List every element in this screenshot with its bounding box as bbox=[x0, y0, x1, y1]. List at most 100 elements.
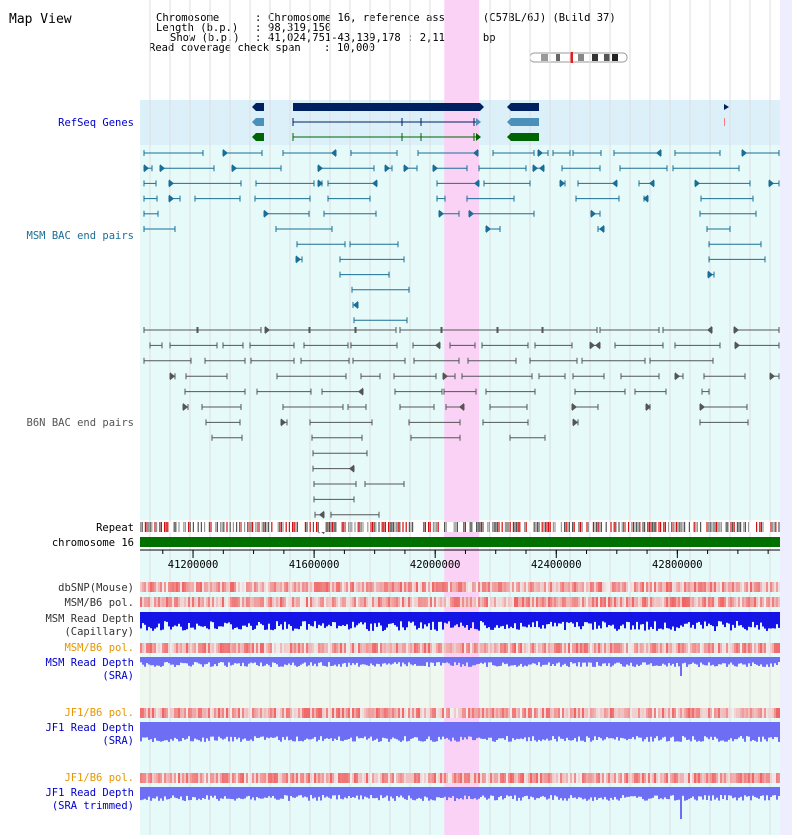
msm-b6-pol-2-heat-cell bbox=[678, 643, 680, 653]
msm-b6-pol-heat-cell bbox=[452, 597, 454, 607]
msm-depth-sra-bar bbox=[236, 657, 238, 664]
jf1-depth-trim-bar bbox=[746, 787, 748, 797]
jf1-b6-pol-2-heat-cell bbox=[566, 773, 568, 783]
jf1-b6-pol-heat-cell bbox=[248, 708, 250, 718]
repeat-track[interactable] bbox=[140, 522, 780, 532]
msm-b6-pol-heat-cell bbox=[436, 597, 438, 607]
msm-b6-pol-heat-cell bbox=[154, 597, 156, 607]
bac-end-arrow bbox=[318, 179, 323, 188]
msm-bac-track[interactable] bbox=[143, 149, 780, 324]
jf1-depth-trim-bar bbox=[508, 787, 510, 797]
msm-depth-sra-bar bbox=[704, 657, 706, 666]
jf1-b6-pol-2-heat-cell bbox=[414, 773, 416, 783]
b6n-bac-label[interactable]: B6N BAC end pairs bbox=[27, 417, 134, 429]
jf1-b6-pol-heat-cell bbox=[588, 708, 590, 718]
repeat-element bbox=[516, 522, 518, 532]
dbsnp-heat-cell bbox=[712, 582, 714, 592]
jf1-b6-pol-label: JF1/B6 pol. bbox=[64, 707, 134, 719]
msm-depth-cap-bar bbox=[452, 612, 454, 628]
msm-b6-pol-heat-cell bbox=[174, 597, 176, 607]
jf1-b6-pol-heat-cell bbox=[654, 708, 656, 718]
repeat-element bbox=[464, 522, 466, 532]
msm-b6-pol-heat-cell bbox=[464, 597, 466, 607]
jf1-b6-pol-2-heat-cell bbox=[630, 773, 632, 783]
jf1-depth-sra-bar bbox=[468, 722, 470, 737]
msm-b6-pol-2-heat-cell bbox=[292, 643, 294, 653]
refseq-gene-track[interactable] bbox=[252, 103, 729, 141]
jf1-depth-trim-bar bbox=[164, 787, 166, 797]
jf1-b6-pol-heat-cell bbox=[168, 708, 170, 718]
msm-depth-cap-bar bbox=[308, 612, 310, 624]
jf1-b6-pol-2-heat-cell bbox=[686, 773, 688, 783]
dbsnp-heat-cell bbox=[168, 582, 170, 592]
jf1-b6-pol-heat-cell bbox=[384, 708, 386, 718]
jf1-b6-pol-2-heat-cell bbox=[770, 773, 772, 783]
dbsnp-heat-cell bbox=[186, 582, 188, 592]
msm-b6-pol-2-heat-cell bbox=[270, 643, 272, 653]
msm-b6-pol-2-heat-cell bbox=[208, 643, 210, 653]
jf1-b6-pol-heat-cell bbox=[444, 708, 446, 718]
msm-b6-pol-heat-cell bbox=[720, 597, 722, 607]
jf1-b6-pol-heat-cell bbox=[376, 708, 378, 718]
dbsnp-heat-cell bbox=[474, 582, 476, 592]
dbsnp-heat-cell bbox=[496, 582, 498, 592]
msm-b6-pol-2-heat-cell bbox=[604, 643, 606, 653]
jf1-depth-trim-bar bbox=[440, 787, 442, 798]
jf1-depth-trim-bar bbox=[270, 787, 272, 798]
jf1-b6-pol-heat-cell bbox=[600, 708, 602, 718]
repeat-element bbox=[615, 522, 617, 532]
msm-depth-cap-bar bbox=[414, 612, 416, 626]
repeat-element bbox=[423, 522, 425, 532]
msm-b6-pol-2-heat-cell bbox=[534, 643, 536, 653]
msm-b6-pol-heat-cell bbox=[700, 597, 702, 607]
msm-depth-sra-bar bbox=[776, 657, 778, 665]
jf1-depth-sra-bar bbox=[618, 722, 620, 741]
msm-depth-cap-bar bbox=[506, 612, 508, 625]
jf1-b6-pol-2-heat-cell bbox=[562, 773, 564, 783]
jf1-b6-pol-heat-cell bbox=[164, 708, 166, 718]
jf1-b6-pol-heat-cell bbox=[236, 708, 238, 718]
jf1-b6-pol-heat-cell bbox=[522, 708, 524, 718]
msm-depth-cap-bar bbox=[754, 612, 756, 628]
jf1-b6-pol-heat-cell bbox=[538, 708, 540, 718]
jf1-b6-pol-2-heat-cell bbox=[710, 773, 712, 783]
jf1-b6-pol-heat-cell bbox=[476, 708, 478, 718]
msm-b6-pol-2-heat-cell bbox=[752, 643, 754, 653]
dbsnp-heat-cell bbox=[260, 582, 262, 592]
jf1-b6-pol-2-heat-cell bbox=[332, 773, 334, 783]
jf1-depth-trim-bar bbox=[716, 787, 718, 798]
jf1-depth-sra-bar bbox=[536, 722, 538, 742]
msm-depth-cap-bar bbox=[344, 612, 346, 626]
dbsnp-heat-cell bbox=[570, 582, 572, 592]
jf1-depth-sra-bar bbox=[236, 722, 238, 740]
gene-exon bbox=[256, 133, 264, 141]
jf1-b6-pol-heat-cell bbox=[152, 708, 154, 718]
repeat-element bbox=[720, 522, 722, 532]
msm-b6-pol-heat-cell bbox=[422, 597, 424, 607]
jf1-b6-pol-heat-cell bbox=[308, 708, 310, 718]
msm-depth-sra-bar bbox=[764, 657, 766, 667]
msm-depth-cap-bar bbox=[312, 612, 314, 627]
bac-end-arrow bbox=[707, 326, 712, 334]
b6n-bac-track[interactable] bbox=[143, 326, 780, 535]
chromosome-ideogram[interactable] bbox=[529, 52, 628, 63]
jf1-b6-pol-2-heat-cell bbox=[266, 773, 268, 783]
msm-depth-sra-bar bbox=[288, 657, 290, 664]
msm-b6-pol-heat-cell bbox=[468, 597, 470, 607]
msm-depth-cap-bar bbox=[326, 612, 328, 627]
jf1-b6-pol-2-heat-cell bbox=[662, 773, 664, 783]
msm-b6-pol-2-heat-cell bbox=[476, 643, 478, 653]
msm-b6-pol-heat-cell bbox=[722, 597, 724, 607]
jf1-depth-sra-bar bbox=[328, 722, 330, 739]
msm-depth-sra-bar bbox=[426, 657, 428, 663]
msm-b6-pol-2-heat-cell bbox=[404, 643, 406, 653]
msm-bac-label[interactable]: MSM BAC end pairs bbox=[27, 230, 134, 242]
dbsnp-heat-cell bbox=[176, 582, 178, 592]
msm-b6-pol-2-heat-cell bbox=[200, 643, 202, 653]
jf1-depth-sra-bar bbox=[488, 722, 490, 738]
refseq-label[interactable]: RefSeq Genes bbox=[58, 117, 134, 129]
msm-b6-pol-2-heat-cell bbox=[708, 643, 710, 653]
msm-b6-pol-2-heat-cell bbox=[180, 643, 182, 653]
jf1-b6-pol-2-heat-cell bbox=[670, 773, 672, 783]
msm-b6-pol-heat-cell bbox=[386, 597, 388, 607]
